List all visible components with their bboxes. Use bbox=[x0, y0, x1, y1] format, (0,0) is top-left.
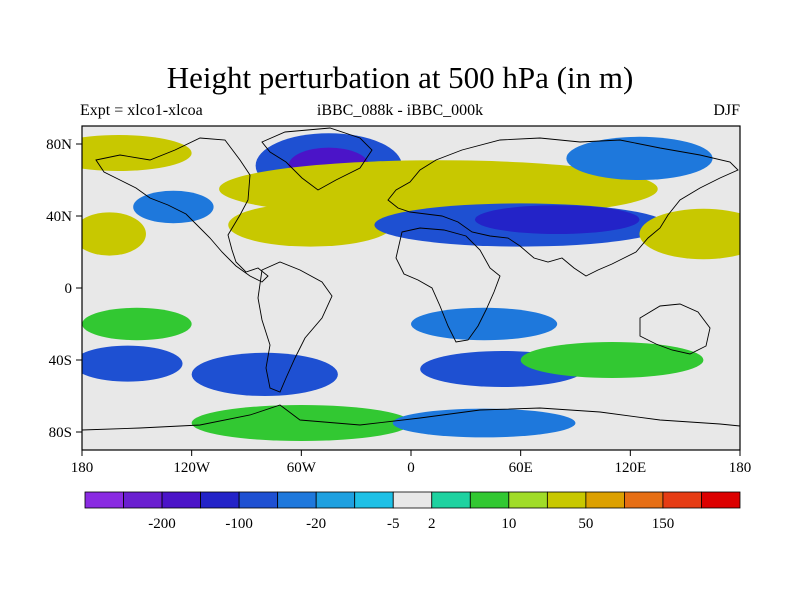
colorbar-swatch bbox=[701, 491, 741, 509]
colorbar-swatch bbox=[431, 491, 471, 509]
colorbar-label: 2 bbox=[428, 516, 436, 532]
field-anomaly-4 bbox=[82, 135, 192, 171]
field-anomaly-13 bbox=[82, 307, 192, 341]
map-title: Height perturbation at 500 hPa (in m) bbox=[166, 60, 634, 95]
x-tick-label: 60W bbox=[287, 460, 317, 476]
colorbar-swatch bbox=[392, 491, 433, 509]
field-anomaly-17 bbox=[191, 405, 411, 441]
coast-antarctica bbox=[82, 404, 740, 431]
colorbar-swatch bbox=[354, 491, 394, 509]
field-anomaly-15 bbox=[411, 307, 558, 341]
colorbar-swatch bbox=[624, 491, 664, 509]
coast-africa bbox=[395, 227, 501, 343]
plot-area bbox=[82, 126, 740, 450]
colorbar-swatch bbox=[123, 491, 163, 509]
x-tick-label: 180 bbox=[729, 460, 752, 476]
coast-europe-asia bbox=[387, 137, 739, 277]
field-anomaly-8 bbox=[474, 205, 640, 235]
field-anomaly-6 bbox=[228, 203, 393, 247]
colorbar-swatch bbox=[508, 491, 548, 509]
coast-south-america bbox=[257, 261, 333, 393]
field-anomaly-9 bbox=[639, 208, 740, 260]
colorbar-swatch bbox=[84, 491, 124, 509]
colorbar-swatch bbox=[277, 491, 317, 509]
y-tick-label: 80S bbox=[49, 425, 72, 441]
colorbar-label: -5 bbox=[387, 516, 400, 532]
field-anomaly-2 bbox=[133, 190, 214, 224]
y-axis: 80N 40N 0 40S 80S bbox=[46, 137, 82, 441]
perturbation-field bbox=[82, 133, 740, 441]
field-anomaly-18 bbox=[392, 408, 576, 438]
x-axis: 180 120W 60W 0 60E 120E 180 bbox=[71, 450, 752, 476]
x-tick-label: 0 bbox=[407, 460, 415, 476]
coastlines bbox=[82, 127, 740, 431]
x-tick-label: 120W bbox=[173, 460, 211, 476]
colorbar-swatch bbox=[315, 491, 356, 509]
colorbar-swatch bbox=[469, 491, 510, 509]
field-anomaly-16 bbox=[520, 342, 704, 378]
colorbar-swatch bbox=[161, 491, 201, 509]
field-anomaly-11 bbox=[191, 352, 338, 396]
colorbar-label: -100 bbox=[225, 516, 253, 532]
colorbar-swatch bbox=[238, 491, 279, 509]
subtitle-season: DJF bbox=[713, 102, 740, 119]
colorbar-label: 10 bbox=[501, 516, 516, 532]
colorbar-label: 150 bbox=[652, 516, 675, 532]
field-anomaly-5 bbox=[219, 160, 658, 218]
y-tick-label: 0 bbox=[65, 281, 73, 297]
colorbar: -200 -100 -20 -5 2 10 50 150 bbox=[84, 491, 741, 532]
y-tick-label: 80N bbox=[46, 137, 72, 153]
field-anomaly-12 bbox=[82, 345, 183, 382]
y-tick-label: 40N bbox=[46, 209, 72, 225]
coast-north-america bbox=[95, 137, 269, 283]
y-tick-label: 40S bbox=[49, 353, 72, 369]
coast-greenland bbox=[261, 127, 373, 191]
colorbar-label: -200 bbox=[148, 516, 176, 532]
coast-australia bbox=[639, 303, 711, 355]
colorbar-label: 50 bbox=[578, 516, 593, 532]
colorbar-swatch bbox=[585, 491, 625, 509]
colorbar-swatch bbox=[662, 491, 702, 509]
field-anomaly-10 bbox=[566, 136, 713, 180]
colorbar-swatch bbox=[546, 491, 587, 509]
colorbar-label: -20 bbox=[306, 516, 326, 532]
x-tick-label: 180 bbox=[71, 460, 94, 476]
colorbar-swatch bbox=[200, 491, 240, 509]
subtitle-experiment: Expt = xlco1-xlcoa bbox=[80, 102, 203, 119]
x-tick-label: 60E bbox=[509, 460, 533, 476]
x-tick-label: 120E bbox=[614, 460, 646, 476]
subtitle-difference: iBBC_088k - iBBC_000k bbox=[316, 102, 484, 119]
field-anomaly-3 bbox=[82, 212, 146, 256]
